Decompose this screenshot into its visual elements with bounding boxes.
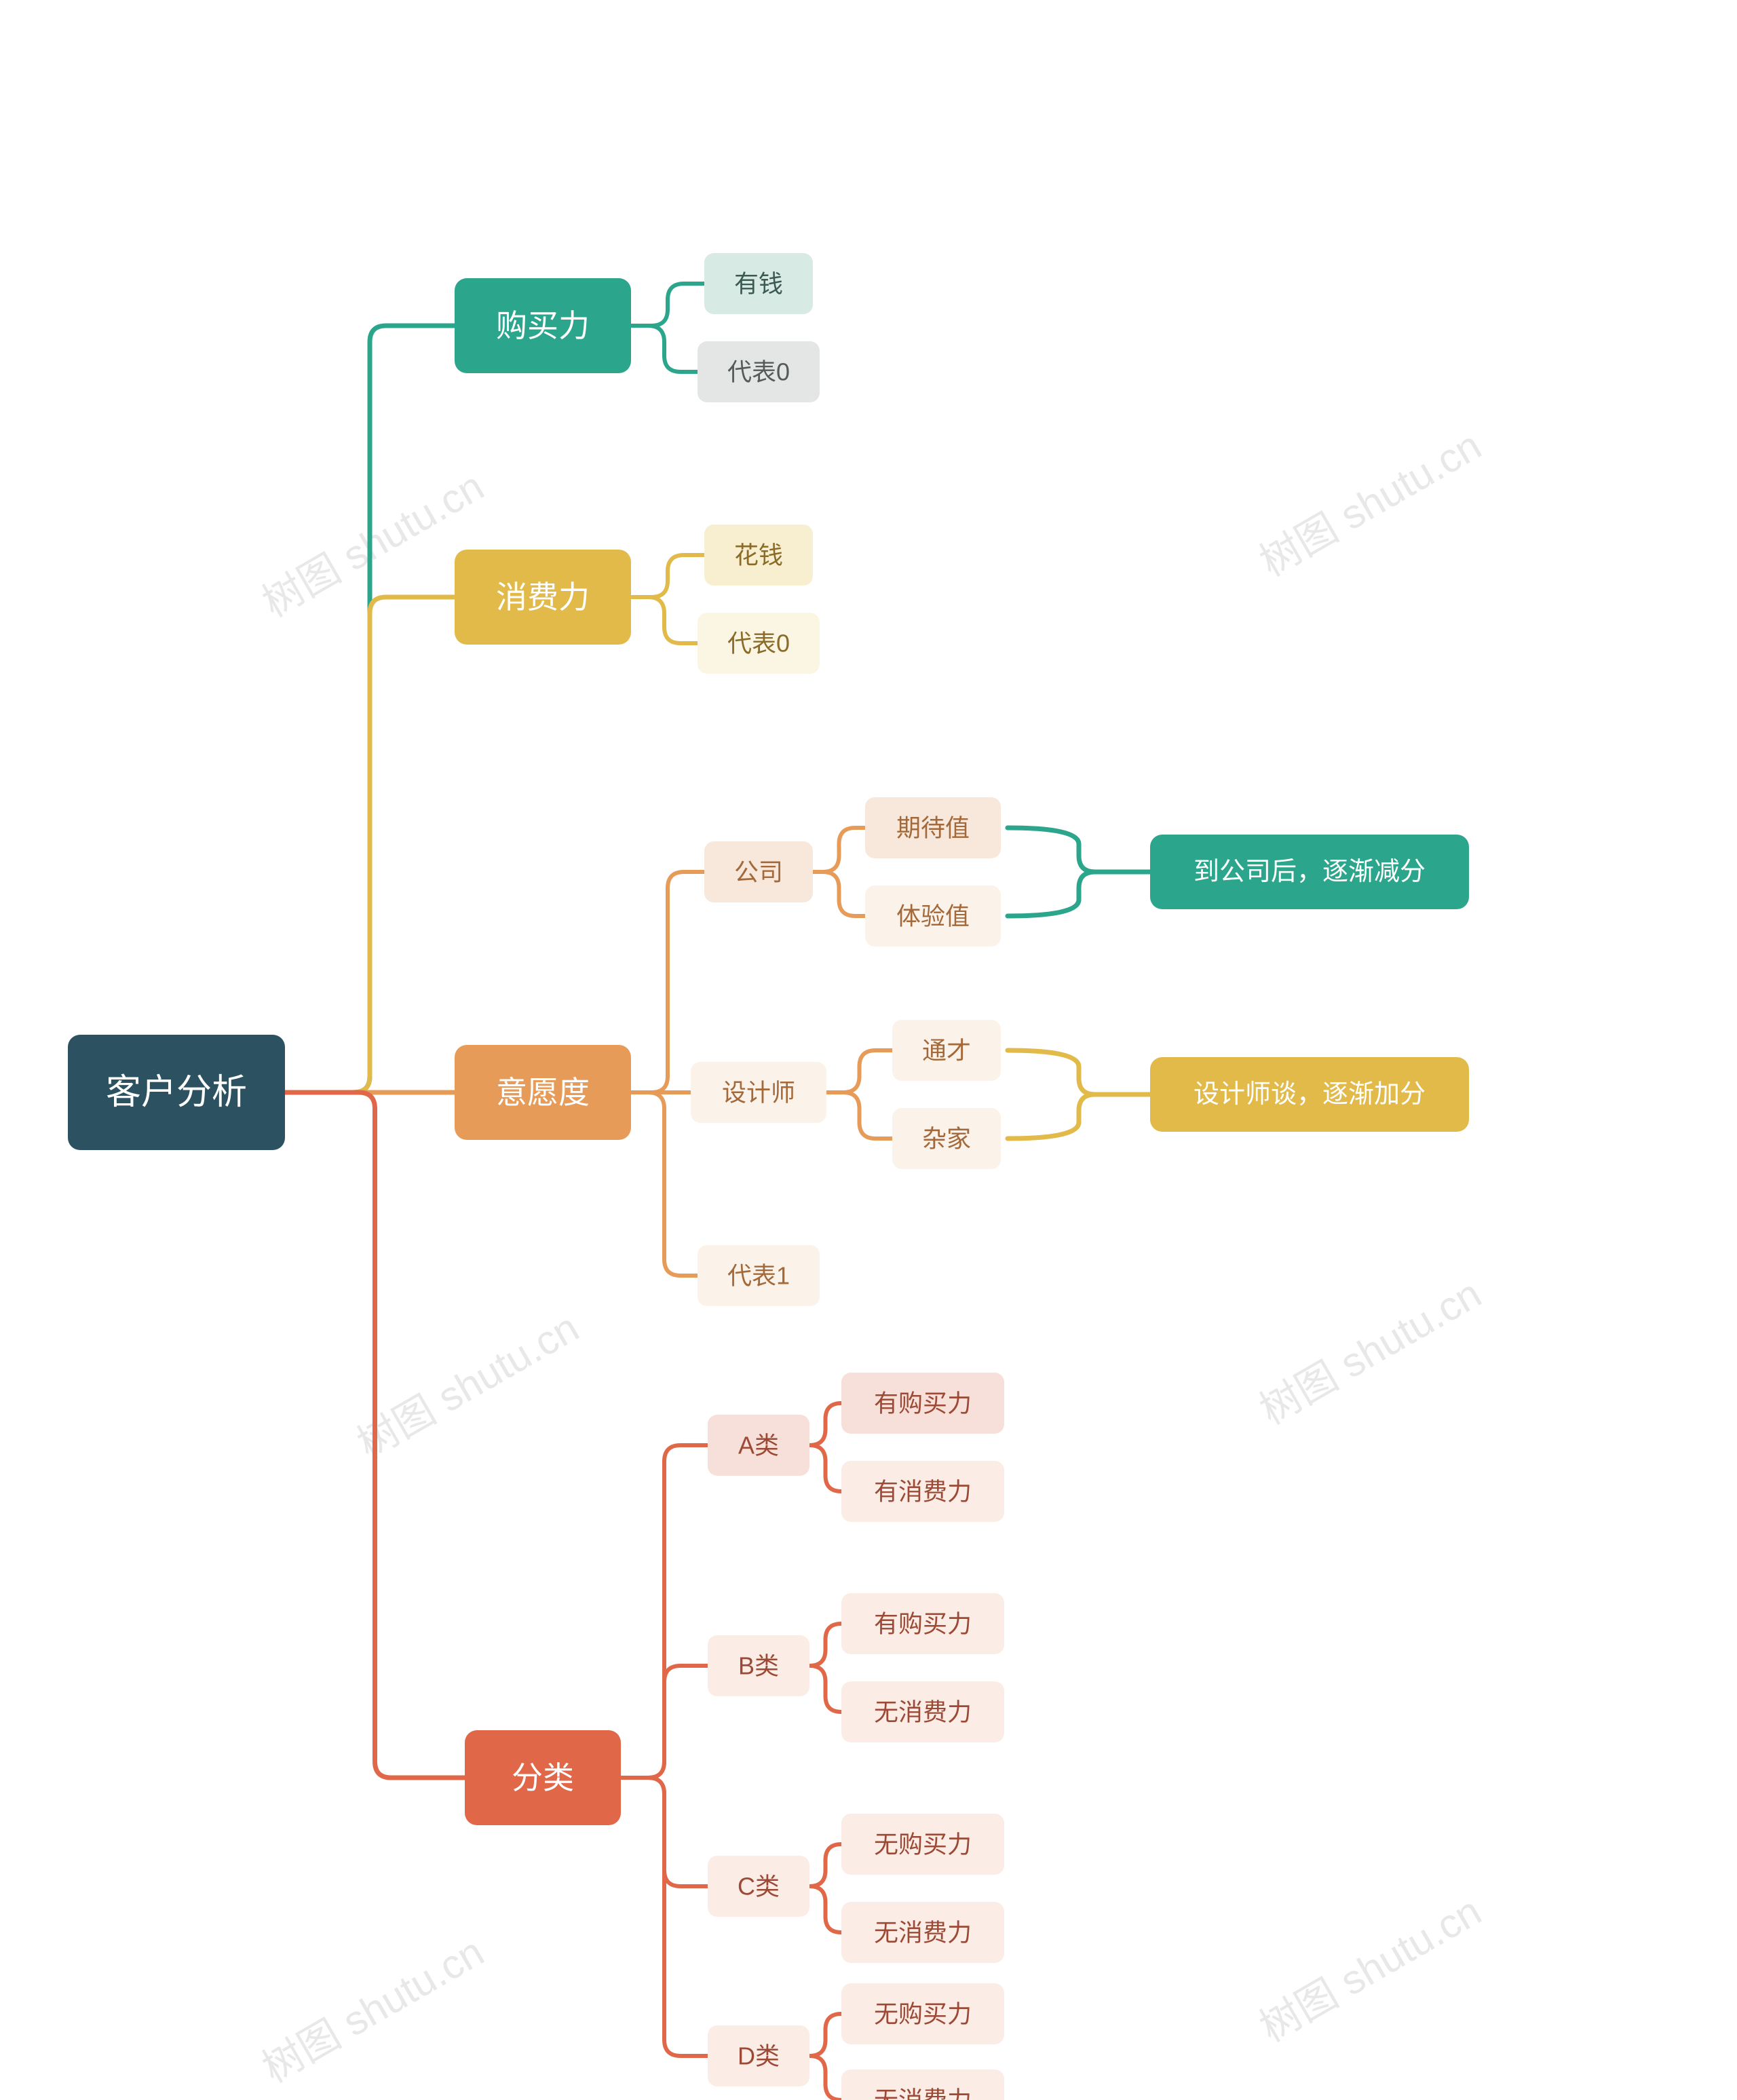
level3-node-c1-label: 花钱 <box>734 541 783 569</box>
level2-node-willing: 意愿度 <box>455 1045 631 1140</box>
annotation-node-ann1-label: 到公司后，逐渐减分 <box>1194 858 1426 886</box>
connector <box>631 1092 698 1276</box>
level3-node-b1-label: 有钱 <box>734 270 783 298</box>
root-node: 客户分析 <box>68 1035 285 1150</box>
level3-node-w1-label: 公司 <box>734 858 783 886</box>
level4-node-w1a-label: 期待值 <box>896 814 970 842</box>
level4-node-b_1: 有购买力 <box>841 1593 1004 1654</box>
level3-node-cat_b: B类 <box>708 1635 809 1696</box>
brace-connector <box>1008 828 1150 916</box>
level3-node-cat_a-label: A类 <box>738 1432 779 1459</box>
level4-node-w2b-label: 杂家 <box>922 1125 971 1153</box>
level3-node-c1: 花钱 <box>704 524 813 586</box>
level4-node-a2-label: 有消费力 <box>874 1478 972 1506</box>
level2-node-buying-label: 购买力 <box>496 308 590 343</box>
level4-node-w1b: 体验值 <box>865 885 1001 947</box>
annotation-node-ann2: 设计师谈，逐渐加分 <box>1150 1057 1469 1132</box>
annotation-node-ann2-label: 设计师谈，逐渐加分 <box>1194 1080 1426 1109</box>
connector <box>285 1092 465 1778</box>
level4-node-c_1: 无购买力 <box>841 1814 1004 1875</box>
level3-node-w1: 公司 <box>704 841 813 902</box>
mindmap-svg: 树图 shutu.cn 树图 shutu.cn 树图 shutu.cn 树图 shut… <box>0 0 1737 2100</box>
connector <box>631 872 704 1092</box>
connector <box>826 1092 892 1139</box>
level3-node-cat_c-label: C类 <box>738 1873 780 1901</box>
root-node-label: 客户分析 <box>106 1073 247 1112</box>
level2-node-willing-label: 意愿度 <box>496 1075 590 1110</box>
level3-node-c2-label: 代表0 <box>727 630 790 657</box>
level4-node-w2a: 通才 <box>892 1020 1001 1081</box>
connector <box>826 1050 892 1092</box>
connector <box>809 2014 841 2056</box>
connector <box>809 2056 841 2100</box>
level4-node-a1-label: 有购买力 <box>874 1390 972 1417</box>
level4-node-d_1-label: 无购买力 <box>874 2000 972 2028</box>
connector <box>631 597 698 643</box>
connector <box>631 326 698 372</box>
annotation-node-ann1: 到公司后，逐渐减分 <box>1150 835 1469 909</box>
connector <box>809 1666 841 1712</box>
level3-node-w2-label: 设计师 <box>722 1079 795 1107</box>
level3-node-cat_a: A类 <box>708 1415 809 1476</box>
level4-node-w2a-label: 通才 <box>922 1037 971 1065</box>
level4-node-d_2-label: 无消费力 <box>874 2086 972 2100</box>
connector <box>809 1886 841 1932</box>
connector <box>631 284 704 326</box>
level3-node-w3-label: 代表1 <box>727 1262 790 1290</box>
watermark-text: 树图 shutu.cn <box>1253 1888 1489 2050</box>
connector <box>813 828 865 872</box>
level4-node-w1b-label: 体验值 <box>896 902 970 930</box>
level4-node-c_2: 无消费力 <box>841 1902 1004 1963</box>
watermark-text: 树图 shutu.cn <box>350 1304 586 1467</box>
level4-node-c_2-label: 无消费力 <box>874 1919 972 1947</box>
level4-node-d_2: 无消费力 <box>841 2069 1004 2100</box>
watermark-text: 树图 shutu.cn <box>1253 422 1489 585</box>
level2-node-consume-label: 消费力 <box>496 579 590 615</box>
level3-node-w2: 设计师 <box>691 1062 826 1123</box>
level4-node-a2: 有消费力 <box>841 1461 1004 1522</box>
level4-node-b_2-label: 无消费力 <box>874 1698 972 1726</box>
level3-node-b2: 代表0 <box>698 341 820 402</box>
brace-connector <box>1008 1050 1150 1139</box>
level3-node-w3: 代表1 <box>698 1245 820 1306</box>
level2-node-consume: 消费力 <box>455 550 631 645</box>
connector <box>809 1624 841 1666</box>
watermark-text: 树图 shutu.cn <box>255 1928 491 2091</box>
connector <box>631 555 704 597</box>
level3-node-b1: 有钱 <box>704 253 813 314</box>
level2-node-buying: 购买力 <box>455 278 631 373</box>
level4-node-b_1-label: 有购买力 <box>874 1610 972 1638</box>
level4-node-b_2: 无消费力 <box>841 1681 1004 1742</box>
connector <box>621 1666 708 1778</box>
level4-node-w2b: 杂家 <box>892 1108 1001 1169</box>
level3-node-cat_b-label: B类 <box>738 1652 779 1680</box>
level3-node-c2: 代表0 <box>698 613 820 674</box>
connector <box>809 1445 841 1491</box>
connector <box>809 1844 841 1886</box>
level3-node-cat_d-label: D类 <box>738 2042 780 2070</box>
level3-node-cat_d: D类 <box>708 2025 809 2086</box>
level3-node-b2-label: 代表0 <box>727 358 790 386</box>
level4-node-c_1-label: 无购买力 <box>874 1831 972 1858</box>
level3-node-cat_c: C类 <box>708 1856 809 1917</box>
connector <box>809 1403 841 1445</box>
level2-node-category: 分类 <box>465 1730 621 1825</box>
level4-node-d_1: 无购买力 <box>841 1983 1004 2044</box>
level4-node-a1: 有购买力 <box>841 1373 1004 1434</box>
connector <box>621 1778 708 2056</box>
mindmap-container: 树图 shutu.cn 树图 shutu.cn 树图 shutu.cn 树图 shut… <box>0 0 1737 2100</box>
level4-node-w1a: 期待值 <box>865 797 1001 858</box>
watermark-text: 树图 shutu.cn <box>1253 1270 1489 1433</box>
connector <box>285 597 455 1092</box>
level2-node-category-label: 分类 <box>512 1760 574 1795</box>
connector <box>813 872 865 916</box>
